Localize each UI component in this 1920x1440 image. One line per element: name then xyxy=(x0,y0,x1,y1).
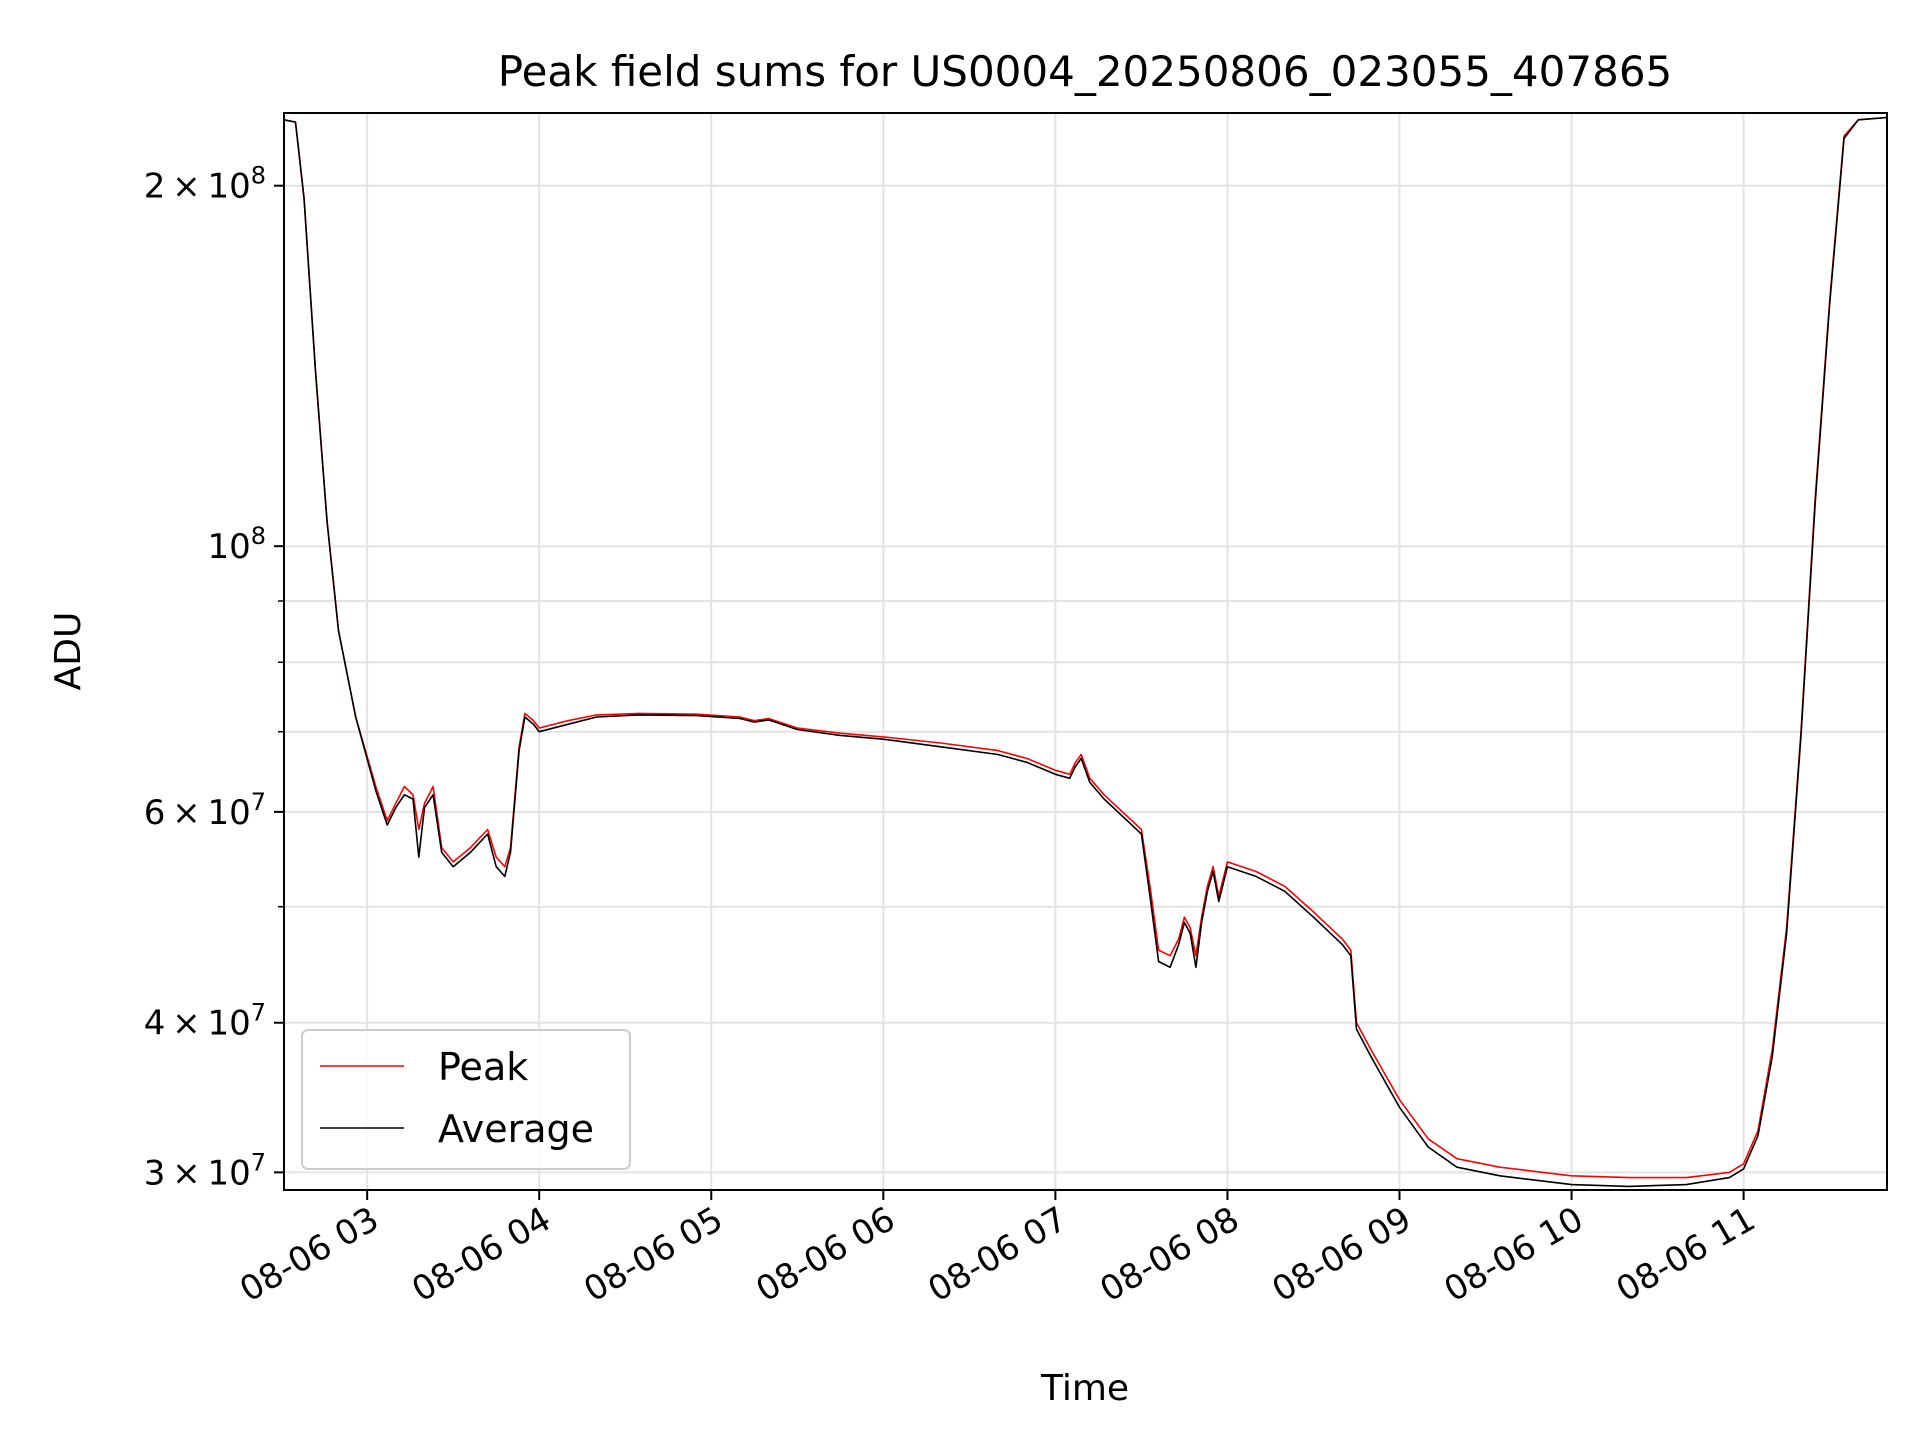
x-axis-label: Time xyxy=(1040,1368,1129,1409)
y-tick-exponent: 7 xyxy=(251,788,266,816)
plot-frame xyxy=(283,112,1888,1191)
y-tick-mantissa: 4 xyxy=(144,1004,166,1044)
legend: Peak Average xyxy=(301,1029,631,1170)
grid xyxy=(284,113,1887,1190)
y-tick-label: 2 × 108 xyxy=(144,162,266,207)
legend-box xyxy=(301,1029,631,1170)
legend-label-peak: Peak xyxy=(438,1045,528,1089)
y-tick-exponent: 8 xyxy=(251,522,266,550)
y-axis-label: ADU xyxy=(48,612,89,691)
series-lines xyxy=(283,116,1888,1188)
y-tick-mantissa: 6 xyxy=(144,793,166,833)
y-tick-exponent: 8 xyxy=(251,162,266,190)
y-tick-label: 3 × 107 xyxy=(144,1148,266,1193)
y-tick-exponent: 7 xyxy=(251,1148,266,1176)
y-tick-label: 4 × 107 xyxy=(144,999,266,1044)
y-tick-label: 6 × 107 xyxy=(144,788,266,833)
y-tick-mantissa: 3 xyxy=(144,1153,166,1193)
chart-title: Peak field sums for US0004_20250806_0230… xyxy=(498,47,1673,96)
y-tick-label: 108 xyxy=(207,522,266,567)
series-line-peak xyxy=(283,116,1888,1179)
series-line-average xyxy=(283,116,1888,1188)
legend-label-average: Average xyxy=(438,1107,594,1151)
y-tick-exponent: 7 xyxy=(251,999,266,1027)
y-axis: 3 × 107 4 × 107 6 × 107 108 2 × 108 xyxy=(144,162,284,1193)
y-tick-mantissa: 2 xyxy=(144,167,166,207)
